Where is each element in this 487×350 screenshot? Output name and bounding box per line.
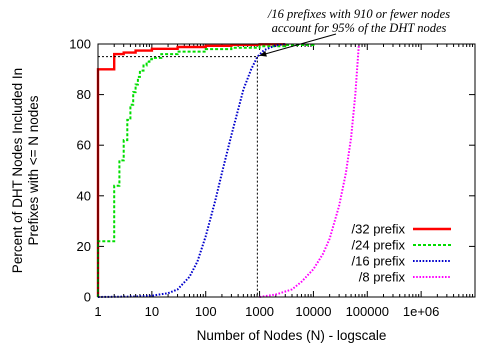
annotation-arrow (259, 33, 337, 57)
x-axis-label: Number of Nodes (N) - logscale (197, 328, 387, 343)
legend: /32 prefix/24 prefix/16 prefix/8 prefix (352, 222, 451, 285)
series-line-8prefix (259, 43, 360, 298)
series-layer (96, 43, 360, 298)
y-axis-label-line-2: Prefixes with <= N nodes (26, 95, 41, 245)
y-axis-label-line-1: Percent of DHT Nodes Included In (10, 68, 25, 273)
x-tick-label: 1000 (245, 304, 274, 319)
y-tick-label: 0 (84, 290, 91, 305)
y-tick-label: 80 (77, 87, 91, 102)
annotation-arrowhead (259, 50, 267, 57)
y-tick-label: 100 (69, 37, 91, 52)
x-tick-label: 1e+06 (403, 304, 440, 319)
x-tick-label: 100000 (346, 304, 389, 319)
y-tick-label: 20 (77, 239, 91, 254)
x-tick-label: 1 (94, 304, 101, 319)
legend-label: /32 prefix (352, 222, 406, 237)
y-tick-label: 60 (77, 138, 91, 153)
plot-frame (97, 43, 476, 298)
y-tick-label: 40 (77, 188, 91, 203)
x-tick-label: 100 (195, 304, 217, 319)
series-line-24prefix (97, 44, 315, 297)
ticks-layer: 0 20 40 60 80 100 1 10 100 1000 10000 100000 1e+06 (69, 37, 475, 319)
legend-label: /24 prefix (352, 238, 406, 253)
annotation: /16 prefixes with 910 or fewer nodes acc… (98, 7, 450, 297)
annotation-line-2: account for 95% of the DHT nodes (272, 21, 447, 35)
series-line-16prefix (97, 43, 286, 298)
annotation-line-1: /16 prefixes with 910 or fewer nodes (267, 7, 450, 21)
legend-label: /8 prefix (359, 270, 406, 285)
x-tick-label: 10 (145, 304, 159, 319)
x-tick-label: 10000 (295, 304, 331, 319)
series-line-32prefix (96, 43, 287, 297)
legend-label: /16 prefix (352, 254, 406, 269)
